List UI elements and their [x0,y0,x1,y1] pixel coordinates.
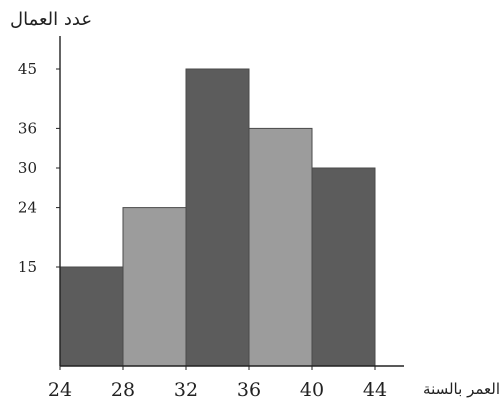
y-tick-label: 45 [18,60,37,78]
y-tick-label: 36 [18,119,37,137]
x-tick-label: 40 [300,379,324,401]
x-tick-label: 24 [48,379,72,401]
y-tick-label: 15 [18,258,37,276]
x-axis-title: العمر بالسنة [423,380,500,398]
bars-layer [59,68,376,367]
histogram-bar-36-40 [248,127,313,367]
y-tick-label: 24 [18,199,37,217]
x-tick-label: 32 [174,379,198,401]
x-tick-label: 36 [237,379,261,401]
histogram-bar-32-36 [185,68,250,367]
x-tick-label: 28 [111,379,135,401]
histogram-bar-28-32 [122,207,187,367]
y-tick-label: 30 [18,159,37,177]
histogram-bar-40-44 [311,167,376,367]
y-axis-title: عدد العمال [10,9,92,30]
histogram-bar-24-28 [59,266,124,367]
y-ticks-layer: 15 24 30 36 45 [18,60,60,276]
x-ticks-layer: 24 28 32 36 40 44 [48,366,387,401]
x-tick-label: 44 [363,379,387,401]
